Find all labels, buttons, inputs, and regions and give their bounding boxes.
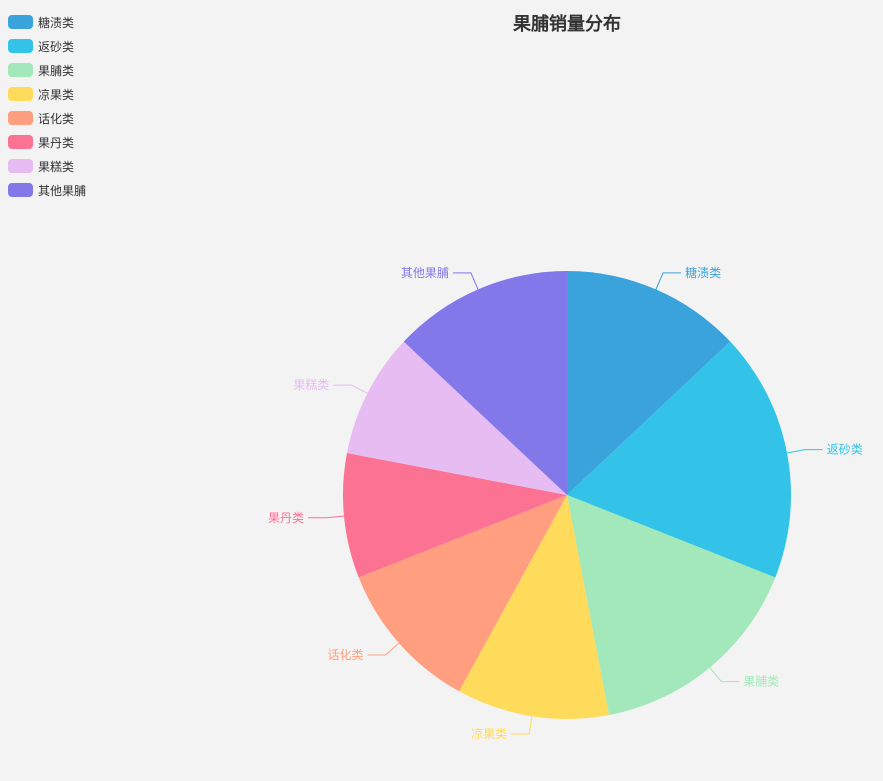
pie-slice[interactable] xyxy=(567,271,731,495)
slice-label: 果丹类 xyxy=(268,511,304,525)
slice-label: 返砂类 xyxy=(827,443,863,457)
legend-label: 果丹类 xyxy=(38,135,75,150)
legend-item[interactable]: 话化类 xyxy=(8,106,86,130)
pie-slice[interactable] xyxy=(459,495,609,720)
legend-label: 糖渍类 xyxy=(38,15,75,30)
slice-label: 果糕类 xyxy=(293,378,329,392)
slice-label-line xyxy=(708,665,740,682)
slice-label-line xyxy=(654,272,682,292)
slice-label: 其他果脯 xyxy=(401,266,449,280)
slice-label-line xyxy=(367,641,401,656)
legend-swatch xyxy=(8,183,33,197)
slice-label-line xyxy=(333,384,370,395)
slice-label: 果脯类 xyxy=(743,674,779,688)
pie-slice[interactable] xyxy=(403,271,567,495)
chart-title: 果脯销量分布 xyxy=(513,14,621,35)
legend-item[interactable]: 果糕类 xyxy=(8,154,86,178)
pie-slice[interactable] xyxy=(346,341,567,495)
legend-swatch xyxy=(8,87,33,101)
legend-item[interactable]: 其他果脯 xyxy=(8,178,86,202)
pie-slice[interactable] xyxy=(567,495,776,716)
legend-label: 果糕类 xyxy=(38,159,75,174)
slice-label: 凉果类 xyxy=(471,726,507,741)
pie-slice[interactable] xyxy=(358,495,567,692)
legend-item[interactable]: 凉果类 xyxy=(8,82,86,106)
slice-label-line xyxy=(452,272,480,292)
legend-label: 返砂类 xyxy=(38,39,75,54)
legend-item[interactable]: 返砂类 xyxy=(8,34,86,58)
legend-label: 话化类 xyxy=(38,111,75,126)
legend-item[interactable]: 果丹类 xyxy=(8,130,86,154)
slice-label-line xyxy=(511,714,533,735)
legend-item[interactable]: 糖渍类 xyxy=(8,10,86,34)
legend-label: 果脯类 xyxy=(38,63,75,78)
slice-label-line xyxy=(784,449,823,454)
pie-slice[interactable] xyxy=(343,453,567,578)
legend-swatch xyxy=(8,63,33,77)
legend-swatch xyxy=(8,111,33,125)
legend-swatch xyxy=(8,39,33,53)
legend-label: 凉果类 xyxy=(38,87,75,102)
legend-swatch xyxy=(8,15,33,29)
legend-label: 其他果脯 xyxy=(38,183,87,198)
slice-label-line xyxy=(308,515,347,519)
slice-label: 糖渍类 xyxy=(685,265,721,280)
legend-swatch xyxy=(8,135,33,149)
legend-item[interactable]: 果脯类 xyxy=(8,58,86,82)
pie-slice[interactable] xyxy=(567,341,792,578)
slice-label: 话化类 xyxy=(327,648,363,662)
legend-swatch xyxy=(8,159,33,173)
legend: 糖渍类 返砂类 果脯类 凉果类 话化类 果丹类 果糕类 其他果脯 xyxy=(8,10,86,202)
